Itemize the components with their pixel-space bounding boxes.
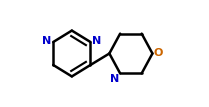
Text: N: N (110, 74, 119, 84)
Text: N: N (92, 36, 101, 46)
Text: N: N (42, 36, 51, 46)
Text: O: O (154, 48, 163, 59)
